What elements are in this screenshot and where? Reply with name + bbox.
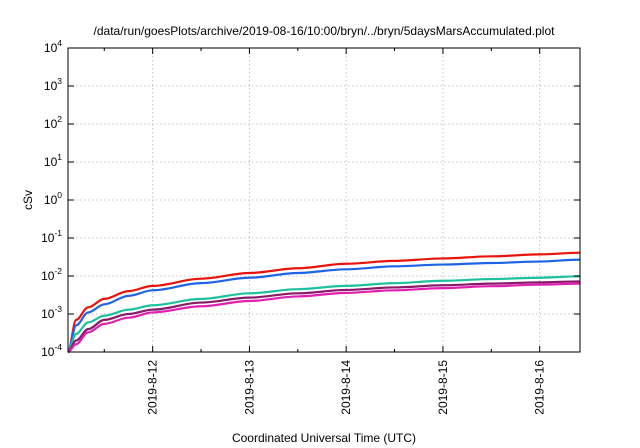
x-tick-label: 2019-8-12 [146, 360, 160, 415]
series-line-1 [66, 251, 581, 354]
y-tick-label: 10-3 [41, 304, 62, 321]
y-tick-label: 10-1 [41, 228, 62, 245]
y-tick-label: 104 [44, 38, 62, 55]
x-axis: 2019-8-12 2019-8-13 2019-8-14 2019-8-15 2019… [103, 48, 547, 415]
y-tick-label: 103 [44, 76, 62, 93]
series-group [66, 251, 581, 354]
y-tick-label: 10-4 [41, 342, 62, 359]
chart-title: /data/run/goesPlots/archive/2019-08-16/1… [94, 24, 556, 38]
y-axis: 10-4 10-3 10-2 10-1 100 101 102 103 104 [41, 38, 580, 359]
series-line-4 [67, 280, 581, 354]
y-tick-label: 100 [44, 190, 62, 207]
x-tick-label: 2019-8-13 [242, 360, 256, 415]
grid [68, 48, 580, 352]
x-tick-label: 2019-8-15 [436, 360, 450, 415]
y-tick-label: 10-2 [41, 266, 62, 283]
series-line-5 [67, 282, 581, 354]
y-axis-label: cSv [21, 190, 35, 210]
x-tick-label: 2019-8-16 [533, 360, 547, 415]
series-line-3 [66, 275, 581, 354]
y-tick-label: 101 [44, 152, 62, 169]
x-tick-label: 2019-8-14 [339, 360, 353, 415]
series-line-2 [66, 258, 581, 354]
x-axis-label: Coordinated Universal Time (UTC) [232, 431, 416, 445]
y-tick-label: 102 [44, 114, 62, 131]
